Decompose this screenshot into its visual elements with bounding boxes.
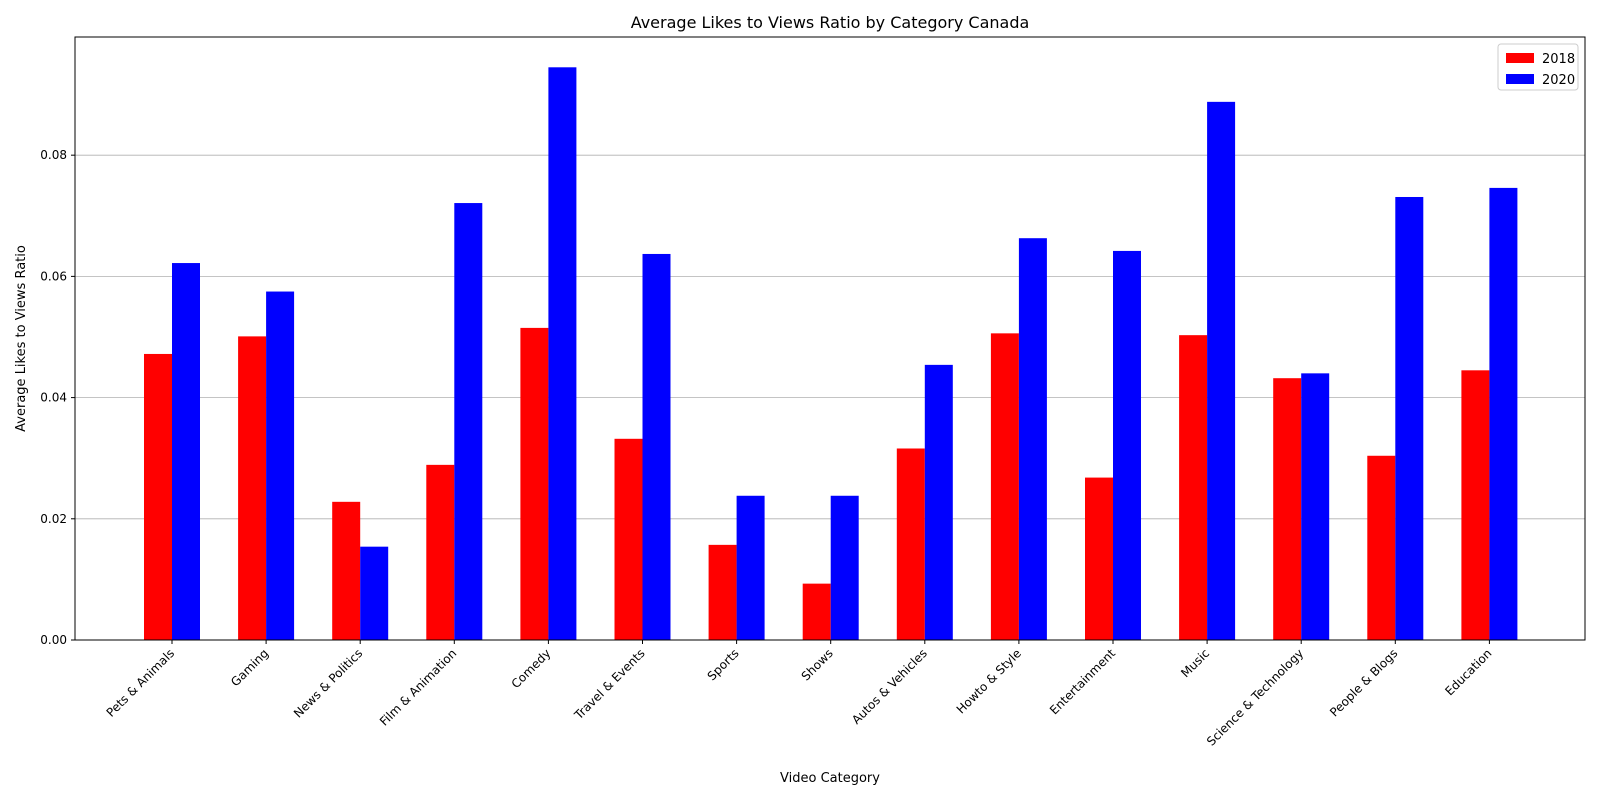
y-axis-label: Average Likes to Views Ratio (14, 245, 29, 432)
x-tick-label: People & Blogs (1327, 646, 1400, 719)
bar-2020 (1018, 238, 1047, 640)
bar-2020 (736, 495, 765, 640)
y-axis: 0.00 0.02 0.04 0.06 0.08 (40, 148, 75, 647)
x-tick-label: News & Politics (291, 646, 365, 720)
bar-2018 (1367, 455, 1396, 640)
y-tick-label: 0.02 (40, 512, 67, 526)
x-tick-label: Sports (705, 646, 742, 683)
x-axis: Pets & Animals Gaming News & Politics Film … (104, 640, 1495, 749)
bar-2018 (426, 464, 455, 640)
chart-title: Average Likes to Views Ratio by Category… (631, 13, 1030, 32)
bar-2020 (1395, 196, 1424, 641)
x-tick-label: Science & Technology (1204, 646, 1306, 748)
bar-2018 (1179, 335, 1208, 640)
bar-2018 (520, 327, 549, 640)
bar-2018 (238, 336, 267, 640)
bar-2018 (1085, 477, 1113, 640)
x-tick-label: Gaming (228, 646, 271, 689)
x-tick-label: Travel & Events (571, 646, 648, 723)
plot-frame (74, 36, 1586, 641)
bar-2020 (642, 253, 671, 640)
bar-2018 (1273, 378, 1302, 640)
bar-2018 (802, 583, 831, 640)
bar-2018 (708, 544, 737, 640)
y-tick-label: 0.00 (40, 633, 67, 647)
legend: 2018 2020 (1497, 43, 1579, 91)
x-tick-label: Film & Animation (377, 646, 459, 728)
bar-2020 (360, 546, 389, 640)
x-tick-label: Music (1178, 646, 1212, 680)
grid-lines (75, 154, 1585, 520)
bar-2018 (990, 333, 1019, 640)
y-tick-label: 0.08 (40, 148, 67, 162)
legend-label: 2018 (1542, 52, 1575, 67)
bar-2020 (1207, 101, 1236, 641)
x-tick-label: Comedy (509, 646, 554, 691)
bar-2020 (1113, 250, 1141, 640)
legend-label: 2020 (1542, 73, 1575, 88)
x-tick-label: Pets & Animals (104, 646, 177, 719)
y-tick-label: 0.06 (40, 269, 67, 283)
x-axis-label: Video Category (780, 771, 880, 786)
x-tick-label: Entertainment (1047, 646, 1118, 717)
y-tick-label: 0.04 (40, 391, 67, 405)
bar-2020 (830, 495, 859, 640)
bar-2018 (332, 501, 361, 640)
bar-2020 (454, 203, 483, 641)
bar-2020 (172, 263, 200, 640)
legend-swatch (1506, 53, 1534, 63)
bars (144, 67, 1518, 641)
bar-2018 (896, 448, 925, 640)
bar-2018 (614, 438, 643, 640)
bar-2020 (1301, 373, 1330, 640)
x-tick-label: Shows (799, 646, 836, 683)
bar-2020 (1489, 187, 1518, 641)
x-tick-label: Education (1442, 646, 1494, 698)
x-tick-label: Howto & Style (954, 646, 1024, 716)
bar-2020 (266, 291, 295, 640)
bar-2020 (924, 364, 953, 640)
bar-2018 (1461, 370, 1490, 640)
x-tick-label: Autos & Vehicles (849, 646, 930, 727)
bar-2020 (548, 67, 577, 640)
legend-swatch (1506, 74, 1534, 84)
bar-2018 (144, 353, 172, 640)
